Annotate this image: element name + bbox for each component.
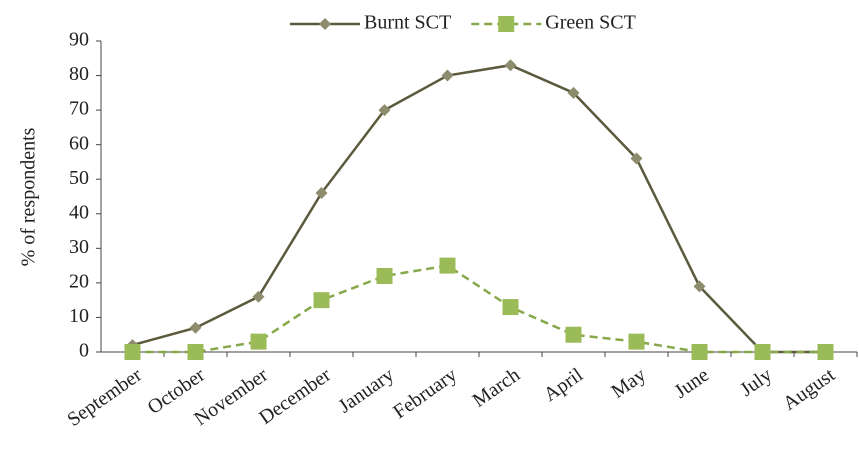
legend-label: Green SCT: [545, 12, 636, 34]
y-tick-label: 60: [69, 132, 89, 154]
data-point: [378, 104, 391, 117]
data-point: [565, 326, 582, 343]
x-tick-label: July: [736, 364, 776, 401]
y-tick-label: 90: [69, 29, 89, 51]
x-tick-label: January: [334, 364, 398, 418]
data-point: [441, 69, 454, 82]
data-point: [319, 18, 331, 30]
y-tick-label: 30: [69, 236, 89, 258]
x-tick-label: April: [540, 364, 588, 406]
legend-label: Burnt SCT: [364, 12, 451, 34]
data-point: [754, 344, 771, 360]
data-point: [250, 333, 267, 350]
x-tick-label: August: [779, 364, 839, 415]
x-tick-label: June: [670, 364, 713, 403]
y-tick-label: 70: [69, 98, 89, 120]
y-tick-label: 0: [79, 340, 89, 362]
data-point: [630, 152, 643, 165]
y-tick-label: 40: [69, 201, 89, 223]
data-point: [504, 59, 517, 72]
data-point: [628, 333, 645, 350]
data-point: [189, 321, 202, 334]
series-line: [132, 63, 826, 354]
y-axis-label: % of respondents: [18, 127, 40, 266]
y-tick-label: 20: [69, 270, 89, 292]
x-tick-label: May: [607, 364, 650, 403]
data-point: [252, 290, 265, 303]
x-tick-label: February: [389, 364, 461, 423]
data-point: [187, 344, 204, 360]
x-tick-label: March: [469, 364, 524, 412]
data-point: [498, 16, 515, 32]
y-tick-label: 10: [69, 305, 89, 327]
data-point: [376, 267, 393, 284]
data-point: [124, 344, 141, 360]
x-tick-label: December: [255, 364, 335, 429]
data-point: [691, 344, 708, 360]
series-line: [132, 264, 826, 354]
data-point: [693, 280, 706, 293]
y-tick-label: 80: [69, 63, 89, 85]
data-point: [817, 344, 834, 360]
data-point: [567, 86, 580, 99]
data-point: [315, 187, 328, 200]
data-point: [313, 292, 330, 309]
y-tick-label: 50: [69, 167, 89, 189]
x-tick-label: September: [63, 364, 146, 431]
data-point: [502, 299, 519, 316]
data-point: [439, 257, 456, 274]
